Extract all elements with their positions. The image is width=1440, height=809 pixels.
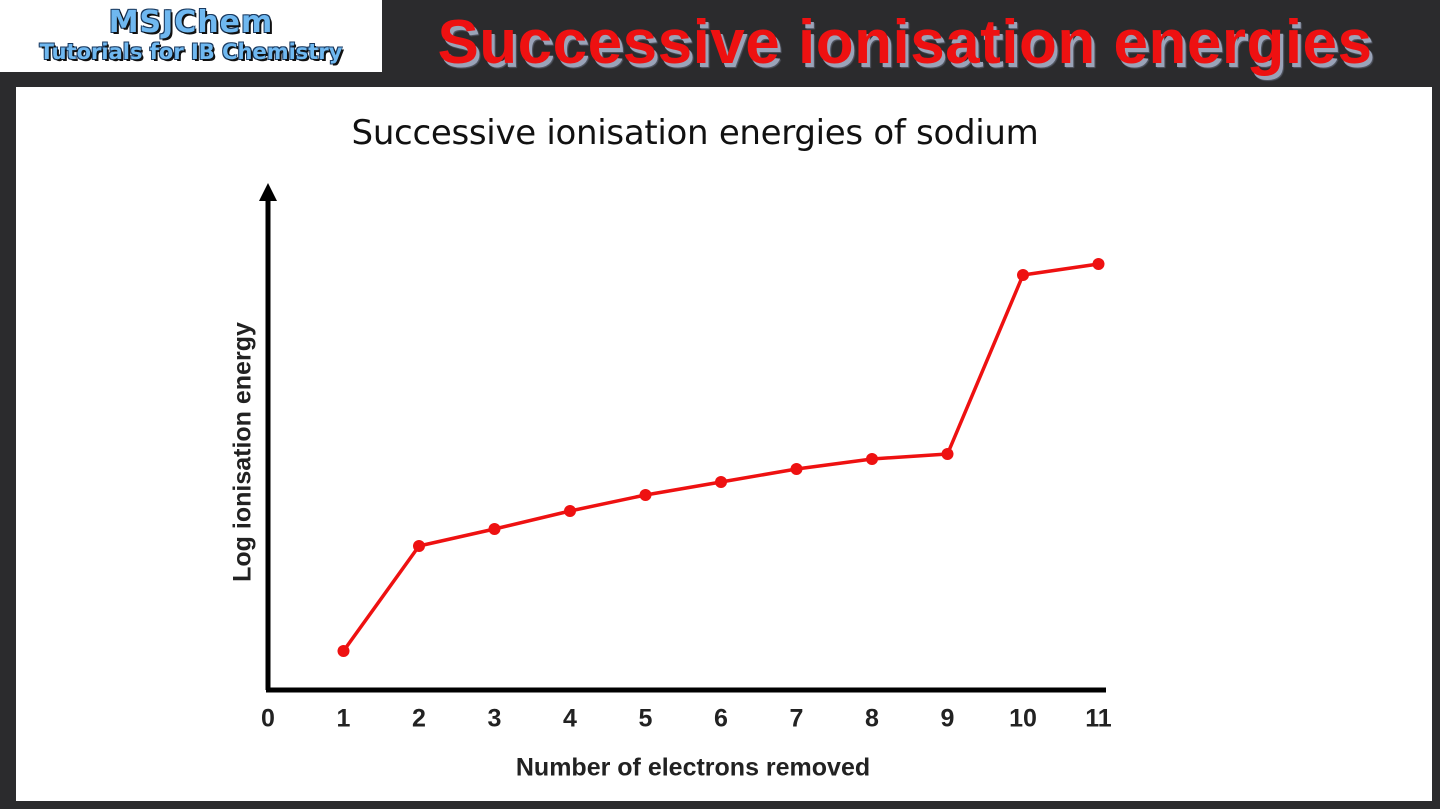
x-tick-label: 2 <box>412 704 426 733</box>
y-axis-label: Log ionisation energy <box>228 322 257 582</box>
x-tick-label: 1 <box>336 704 351 733</box>
x-tick-label: 5 <box>638 704 653 733</box>
x-tick-label: 3 <box>487 704 502 733</box>
data-point-marker <box>1017 269 1029 281</box>
logo-title: MSJChem <box>108 5 274 40</box>
x-tick-label: 6 <box>714 704 728 733</box>
data-point-marker <box>1092 258 1105 270</box>
slide-title: Successive ionisation energies <box>437 7 1373 77</box>
x-tick-label: 0 <box>261 704 275 733</box>
x-tick-label: 7 <box>789 704 804 733</box>
y-axis-arrow-icon <box>259 183 277 201</box>
x-tick-label: 10 <box>1009 704 1037 733</box>
x-tick-label: 8 <box>865 704 879 733</box>
chart-axes <box>259 183 1106 693</box>
data-point-marker <box>639 489 652 501</box>
x-tick-label: 9 <box>940 704 955 733</box>
data-point-marker <box>337 645 350 657</box>
data-point-marker <box>790 463 803 475</box>
data-point-marker <box>488 523 501 535</box>
data-point-marker <box>866 453 878 465</box>
x-tick-label: 11 <box>1085 704 1112 733</box>
x-tick-label: 4 <box>563 704 577 733</box>
series-line <box>342 262 1099 653</box>
chart-panel <box>16 87 1432 801</box>
data-point-marker <box>941 448 954 460</box>
logo: MSJChem Tutorials for IB Chemistry <box>0 0 382 72</box>
data-point-marker <box>413 540 425 552</box>
data-point-marker <box>715 476 727 488</box>
series-sodium <box>337 258 1105 657</box>
chart-title: Successive ionisation energies of sodium <box>351 113 1039 153</box>
x-axis-label: Number of electrons removed <box>515 753 871 782</box>
data-point-marker <box>564 505 576 517</box>
logo-subtitle: Tutorials for IB Chemistry <box>39 40 343 64</box>
